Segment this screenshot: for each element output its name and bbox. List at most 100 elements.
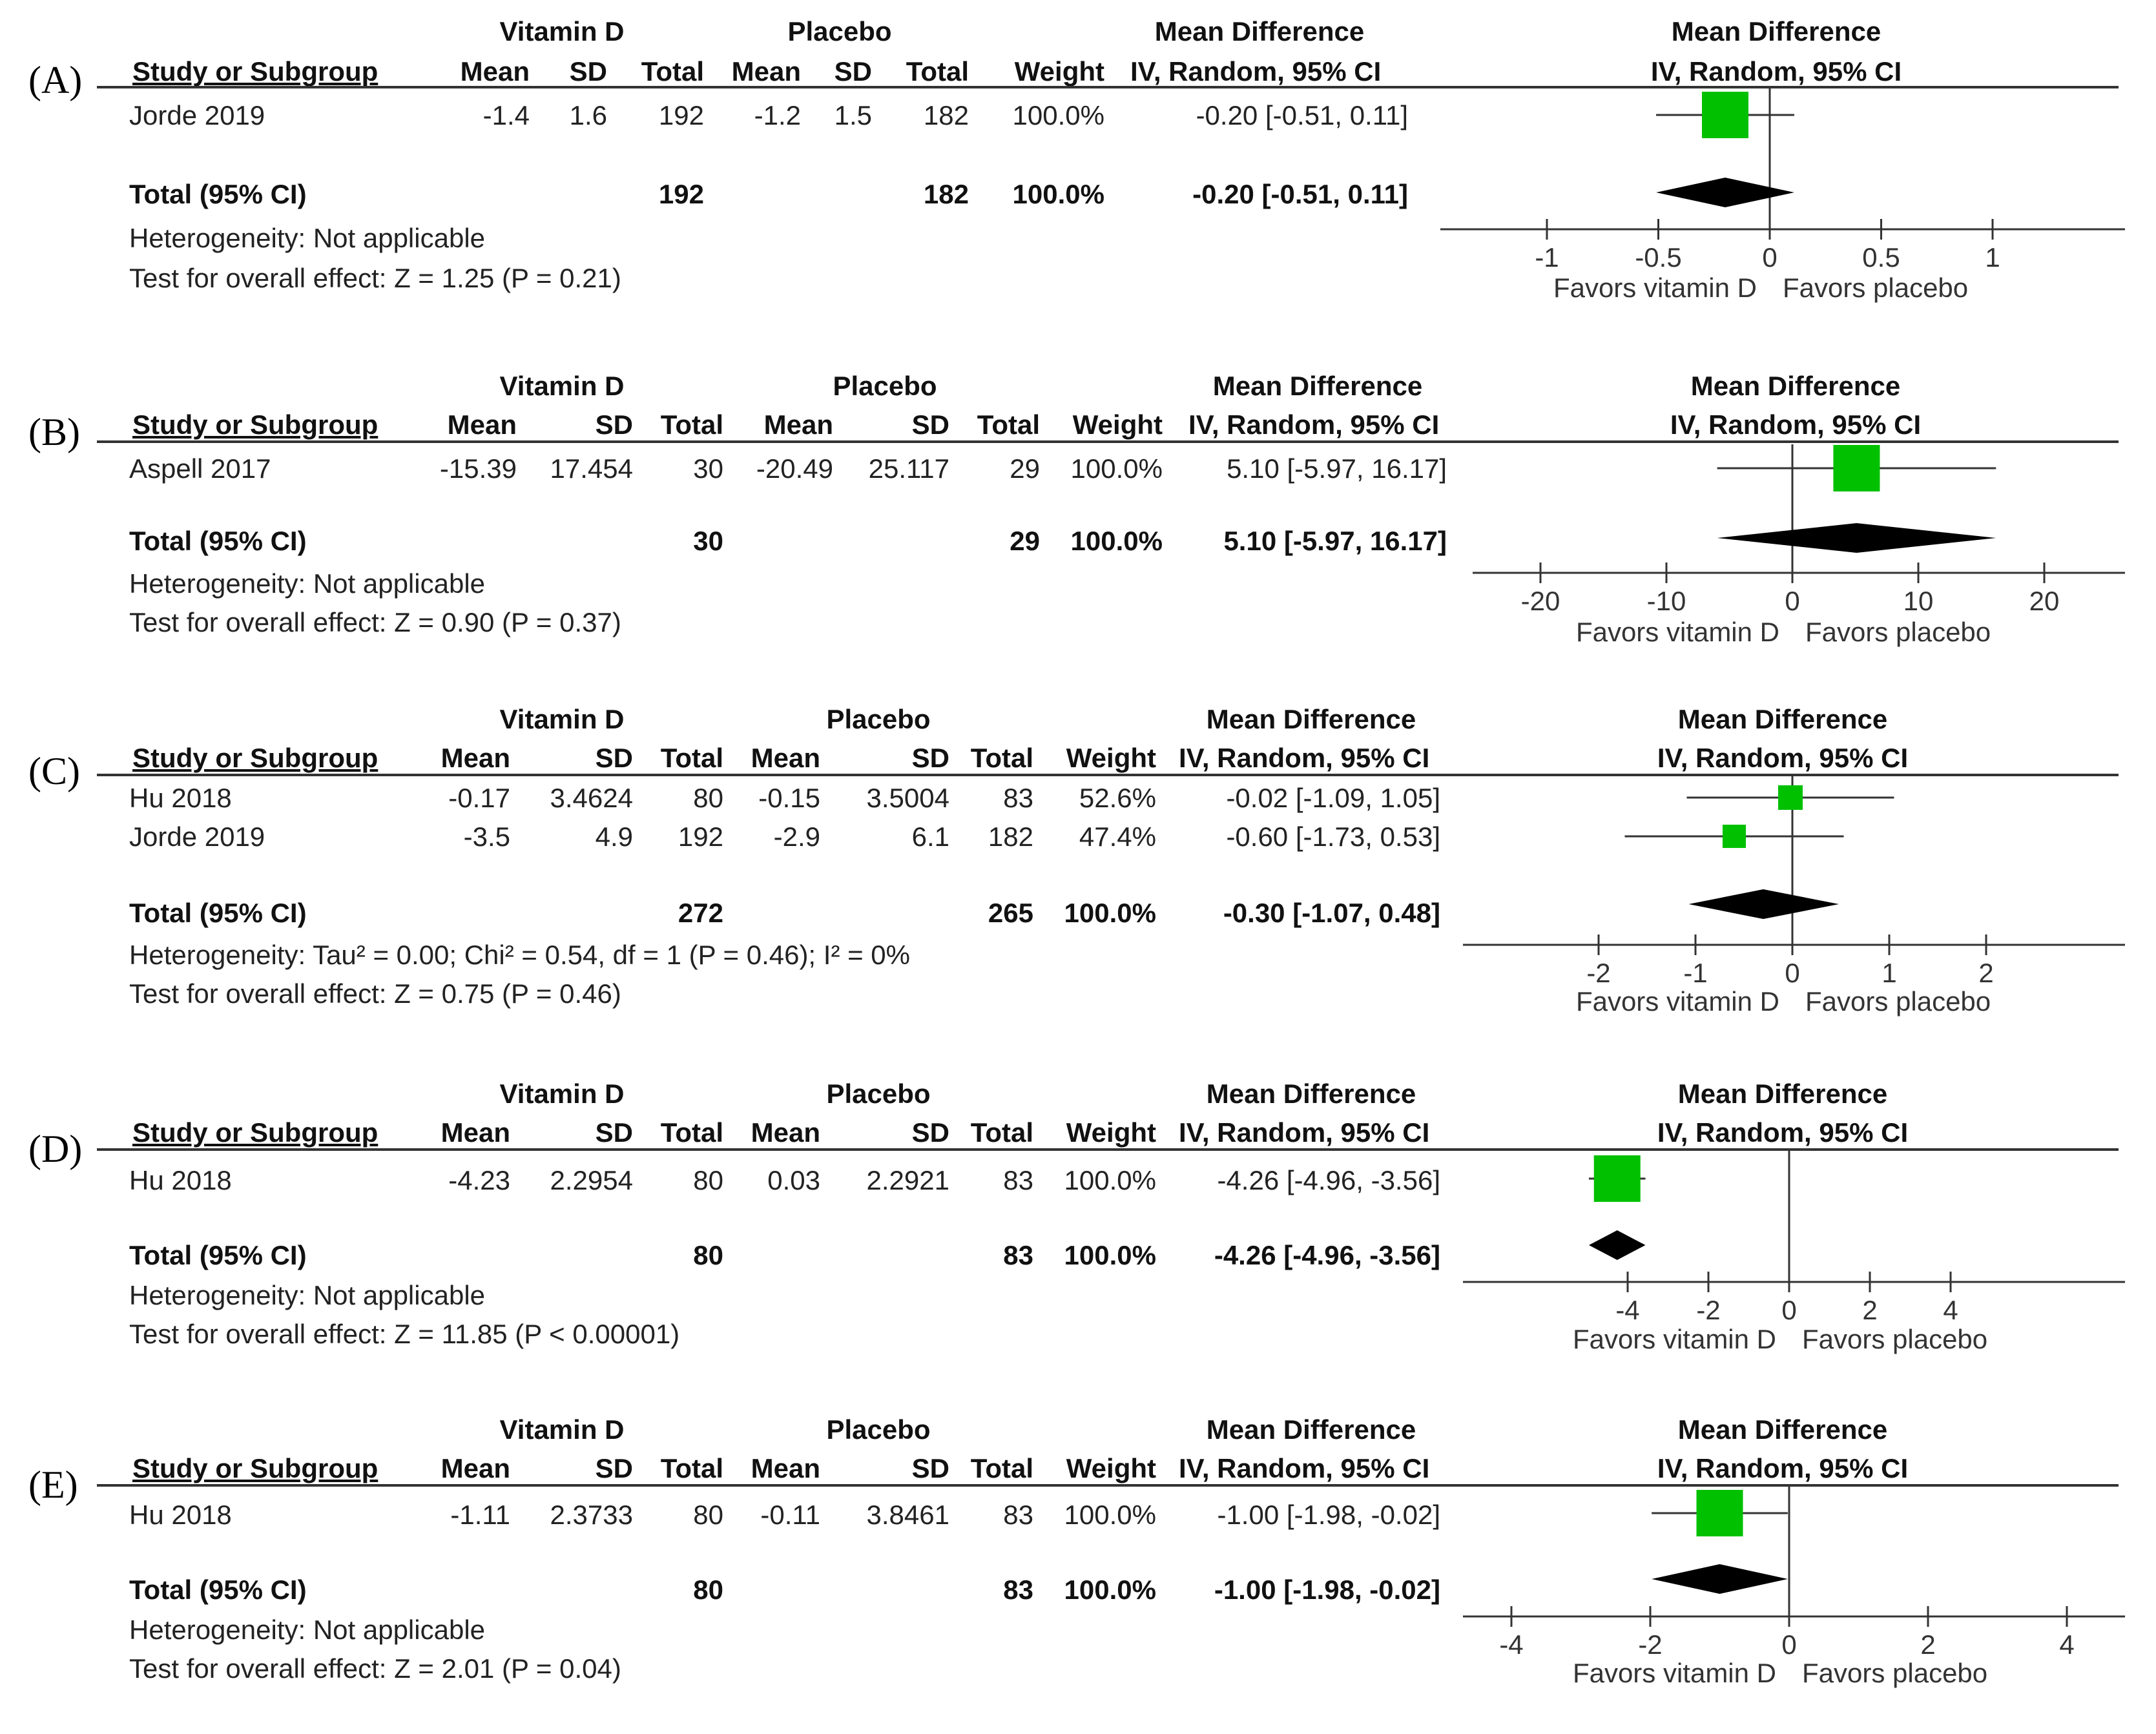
md-header: Mean Difference: [1154, 16, 1365, 46]
x-tick-label: -0.5: [1635, 242, 1681, 273]
study-name: Jorde 2019: [129, 100, 265, 130]
heterogeneity: Heterogeneity: Not applicable: [129, 1280, 486, 1310]
study-col-header: Study or Subgroup: [132, 1117, 378, 1148]
total-n2: 182: [923, 179, 969, 209]
study-n1: 192: [678, 821, 723, 852]
study-sd1: 1.6: [569, 100, 607, 130]
total-weight: 100.0%: [1064, 1240, 1156, 1270]
sd2-col-header: SD: [834, 56, 872, 87]
study-marker: [1722, 824, 1747, 849]
x-tick-label: 1: [1985, 242, 2000, 273]
study-ci: -0.02 [-1.09, 1.05]: [1226, 783, 1440, 813]
group1-header: Vitamin D: [499, 704, 625, 734]
overall-effect: Test for overall effect: Z = 1.25 (P = 0…: [129, 263, 621, 293]
plot-md-header: Mean Difference: [1671, 16, 1881, 46]
study-n1: 80: [693, 1500, 723, 1530]
total-weight: 100.0%: [1064, 1574, 1156, 1605]
pooled-diamond: [1656, 178, 1794, 207]
total2-col-header: Total: [970, 1453, 1033, 1483]
favors-left-label: Favors vitamin D: [1573, 1658, 1776, 1688]
mean1-col-header: Mean: [441, 1117, 510, 1148]
total-ci: -0.30 [-1.07, 0.48]: [1223, 898, 1440, 928]
study-n1: 80: [693, 1165, 723, 1195]
group1-header: Vitamin D: [499, 1414, 625, 1445]
study-n2: 182: [988, 821, 1033, 852]
x-tick-label: 0: [1762, 242, 1777, 273]
method-col-header: IV, Random, 95% CI: [1130, 56, 1382, 87]
mean2-col-header: Mean: [751, 1117, 820, 1148]
total-n2: 83: [1003, 1240, 1033, 1270]
panel-label: (E): [28, 1463, 78, 1506]
study-mean2: -1.2: [754, 100, 801, 130]
pooled-diamond: [1717, 523, 1996, 553]
sd1-col-header: SD: [595, 1453, 633, 1483]
study-n1: 192: [658, 100, 704, 130]
panel-label: (B): [28, 411, 80, 453]
overall-effect: Test for overall effect: Z = 2.01 (P = 0…: [129, 1653, 621, 1684]
mean2-col-header: Mean: [763, 409, 833, 440]
weight-col-header: Weight: [1014, 56, 1104, 87]
mean1-col-header: Mean: [460, 56, 530, 87]
overall-effect: Test for overall effect: Z = 0.90 (P = 0…: [129, 607, 621, 637]
favors-right-label: Favors placebo: [1802, 1658, 1987, 1688]
study-sd2: 1.5: [834, 100, 872, 130]
header-rule: [97, 86, 2119, 88]
forest-plot: -20 -10 0 10 20 Favors vitamin D Favors placeb…: [1473, 444, 2125, 647]
panel-b: (B) Vitamin D Placebo Mean Difference Me…: [0, 358, 2156, 694]
plot-method-header: IV, Random, 95% CI: [1657, 743, 1909, 773]
total-label: Total (95% CI): [129, 1574, 307, 1605]
total-weight: 100.0%: [1070, 526, 1163, 556]
method-col-header: IV, Random, 95% CI: [1179, 1117, 1430, 1148]
study-mean1: -3.5: [463, 821, 510, 852]
plot-md-header: Mean Difference: [1677, 1414, 1888, 1445]
study-mean2: -0.15: [758, 783, 820, 813]
study-name: Aspell 2017: [129, 453, 271, 484]
study-sd1: 2.3733: [550, 1500, 633, 1530]
study-sd2: 3.8461: [866, 1500, 949, 1530]
total-weight: 100.0%: [1012, 179, 1104, 209]
x-tick-label: 0: [1785, 958, 1799, 988]
forest-plot: -4 -2 0 2 4 Favors vitamin D Favors placebo: [1463, 1484, 2125, 1688]
x-tick-label: 20: [2029, 586, 2060, 616]
x-tick-label: -2: [1586, 958, 1610, 988]
study-weight: 100.0%: [1012, 100, 1104, 130]
total-ci: -4.26 [-4.96, -3.56]: [1214, 1240, 1440, 1270]
weight-col-header: Weight: [1072, 409, 1163, 440]
study-name: Jorde 2019: [129, 821, 265, 852]
total-weight: 100.0%: [1064, 898, 1156, 928]
study-mean2: -0.11: [760, 1500, 820, 1530]
study-sd1: 4.9: [595, 821, 633, 852]
header-rule: [97, 1484, 2119, 1487]
study-name: Hu 2018: [129, 1165, 232, 1195]
md-header: Mean Difference: [1206, 704, 1416, 734]
study-ci: 5.10 [-5.97, 16.17]: [1227, 453, 1447, 484]
favors-left-label: Favors vitamin D: [1576, 617, 1779, 647]
overall-effect: Test for overall effect: Z = 0.75 (P = 0…: [129, 978, 621, 1009]
total1-col-header: Total: [660, 743, 723, 773]
study-col-header: Study or Subgroup: [132, 409, 378, 440]
total1-col-header: Total: [660, 409, 723, 440]
panel-a: (A) Vitamin D Placebo Mean Difference Me…: [0, 0, 2156, 336]
group2-header: Placebo: [833, 371, 937, 401]
mean1-col-header: Mean: [441, 1453, 510, 1483]
sd1-col-header: SD: [569, 56, 607, 87]
group1-header: Vitamin D: [499, 1079, 625, 1109]
plot-method-header: IV, Random, 95% CI: [1657, 1117, 1909, 1148]
panel-label: (C): [28, 750, 80, 792]
study-marker: [1696, 1490, 1743, 1536]
study-name: Hu 2018: [129, 783, 232, 813]
plot-md-header: Mean Difference: [1677, 704, 1888, 734]
total-ci: 5.10 [-5.97, 16.17]: [1223, 526, 1447, 556]
method-col-header: IV, Random, 95% CI: [1179, 743, 1430, 773]
sd2-col-header: SD: [911, 743, 949, 773]
favors-left-label: Favors vitamin D: [1576, 986, 1779, 1017]
pooled-diamond: [1688, 889, 1839, 919]
heterogeneity: Heterogeneity: Tau² = 0.00; Chi² = 0.54,…: [129, 940, 910, 970]
panel-d: (D) Vitamin D Placebo Mean Difference Me…: [0, 1062, 2156, 1398]
total-n2: 83: [1003, 1574, 1033, 1605]
plot-md-header: Mean Difference: [1690, 371, 1901, 401]
study-marker: [1833, 445, 1880, 491]
study-marker: [1702, 92, 1748, 138]
x-tick-label: -10: [1647, 586, 1686, 616]
total-label: Total (95% CI): [129, 179, 307, 209]
